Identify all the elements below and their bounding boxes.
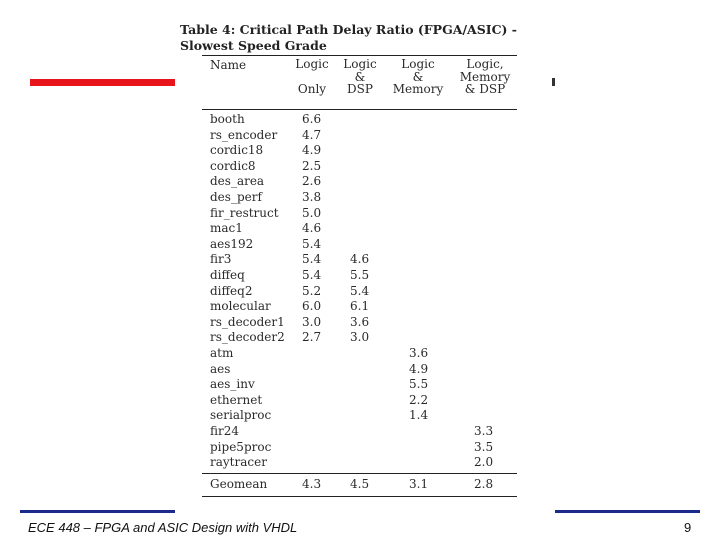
benchmark-name: des_area [210, 174, 265, 189]
table-row: diffeq 5.4 5.5 [202, 268, 517, 284]
benchmark-name: mac1 [210, 221, 243, 236]
benchmark-name: booth [210, 112, 245, 126]
table-row: molecular 6.0 6.1 [202, 299, 517, 315]
table-row: aes 4.9 [202, 362, 517, 378]
ratio-value: 2.6 [302, 174, 322, 189]
table-row: rs_decoder1 3.0 3.6 [202, 315, 517, 331]
header-name: Name [210, 58, 247, 72]
page-number: 9 [684, 520, 692, 535]
caption-line-2: Slowest Speed Grade [180, 38, 327, 53]
header-logic-memory: Logic & Memory [392, 57, 444, 96]
table-row: rs_decoder2 2.7 3.0 [202, 330, 517, 346]
table-row: cordic8 2.5 [202, 159, 517, 175]
geomean-logic-memory: 3.1 [409, 477, 429, 491]
caption-line-1: Table 4: Critical Path Delay Ratio (FPGA… [180, 22, 517, 37]
ratio-value: 5.5 [350, 268, 370, 282]
benchmark-name: rs_encoder [210, 127, 278, 142]
benchmark-name: fir_restruct [210, 205, 279, 220]
benchmark-name: ethernet [210, 392, 263, 407]
geomean-logic-dsp: 4.5 [350, 477, 370, 491]
ratio-value: 3.0 [350, 330, 370, 345]
table-row: cordic18 4.9 [202, 143, 517, 159]
ratio-value: 3.0 [302, 314, 322, 329]
benchmark-name: aes192 [210, 236, 254, 251]
ratio-value: 2.7 [302, 330, 322, 345]
benchmark-name: serialproc [210, 408, 272, 423]
table-row-geomean: Geomean 4.3 4.5 3.1 2.8 [202, 477, 517, 493]
benchmark-name: cordic18 [210, 143, 264, 158]
table-geomean-rule [202, 473, 517, 474]
ratio-value: 6.1 [350, 299, 370, 314]
decorative-tick-mark [552, 78, 555, 86]
ratio-value: 5.2 [302, 283, 322, 298]
footer-rule-left [20, 510, 175, 513]
benchmark-name: molecular [210, 299, 271, 314]
ratio-value: 4.9 [302, 143, 322, 158]
table-row: des_area 2.6 [202, 174, 517, 190]
benchmark-name: aes_inv [210, 377, 255, 392]
table-row: fir3 5.4 4.6 [202, 252, 517, 268]
ratio-value: 3.5 [474, 439, 494, 454]
ratio-value: 5.0 [302, 205, 322, 220]
ratio-value: 3.3 [474, 424, 494, 438]
ratio-value: 5.4 [302, 252, 322, 267]
table-row: des_perf 3.8 [202, 190, 517, 206]
table-row: fir_restruct 5.0 [202, 206, 517, 222]
ratio-value: 5.4 [302, 268, 322, 282]
geomean-label: Geomean [210, 477, 268, 491]
geomean-logic-only: 4.3 [302, 477, 322, 491]
ratio-value: 6.6 [302, 112, 322, 126]
header-logic-only: Logic Only [295, 57, 329, 96]
ratio-value: 3.6 [409, 346, 429, 360]
header-logic-dsp: Logic & DSP [343, 57, 377, 96]
table-row: aes192 5.4 [202, 237, 517, 253]
ratio-value: 4.6 [302, 221, 322, 236]
table-row: serialproc 1.4 [202, 408, 517, 424]
decorative-red-bar [30, 79, 175, 86]
ratio-value: 4.9 [409, 361, 429, 376]
ratio-value: 6.0 [302, 299, 322, 314]
benchmark-name: atm [210, 346, 234, 360]
table-caption: Table 4: Critical Path Delay Ratio (FPGA… [180, 22, 560, 54]
ratio-value: 5.4 [302, 236, 322, 251]
table-top-rule [202, 55, 517, 56]
benchmark-name: aes [210, 361, 231, 376]
footer-course-title: ECE 448 – FPGA and ASIC Design with VHDL [28, 520, 298, 535]
ratio-value: 3.6 [350, 314, 370, 329]
benchmark-name: pipe5proc [210, 439, 272, 454]
table-row: ethernet 2.2 [202, 393, 517, 409]
table-row: aes_inv 5.5 [202, 377, 517, 393]
benchmark-name: fir3 [210, 252, 232, 267]
ratio-value: 2.0 [474, 455, 494, 470]
ratio-value: 2.2 [409, 392, 429, 407]
geomean-logic-memory-dsp: 2.8 [474, 477, 494, 491]
table-row: booth 6.6 [202, 112, 517, 128]
table-row: rs_encoder 4.7 [202, 128, 517, 144]
table-row: pipe5proc 3.5 [202, 440, 517, 456]
ratio-value: 4.7 [302, 127, 322, 142]
benchmark-name: diffeq2 [210, 283, 253, 298]
header-logic-memory-dsp: Logic, Memory & DSP [459, 57, 511, 96]
table-row: diffeq2 5.2 5.4 [202, 284, 517, 300]
benchmark-name: rs_decoder2 [210, 330, 285, 345]
table-row: mac1 4.6 [202, 221, 517, 237]
benchmark-name: des_perf [210, 190, 262, 204]
ratio-value: 4.6 [350, 252, 370, 267]
ratio-value: 5.5 [409, 377, 429, 392]
benchmark-name: raytracer [210, 455, 267, 470]
benchmark-name: rs_decoder1 [210, 314, 285, 329]
table-row: fir24 3.3 [202, 424, 517, 440]
benchmark-name: fir24 [210, 424, 240, 438]
ratio-value: 3.8 [302, 190, 322, 204]
benchmark-name: cordic8 [210, 158, 256, 173]
table-header-rule [202, 109, 517, 110]
table-row: raytracer 2.0 [202, 455, 517, 471]
ratio-value: 5.4 [350, 283, 370, 298]
benchmark-name: diffeq [210, 268, 245, 282]
footer-rule-right [555, 510, 700, 513]
ratio-value: 2.5 [302, 158, 322, 173]
table-row: atm 3.6 [202, 346, 517, 362]
ratio-value: 1.4 [409, 408, 429, 423]
table-bottom-rule [202, 496, 517, 497]
